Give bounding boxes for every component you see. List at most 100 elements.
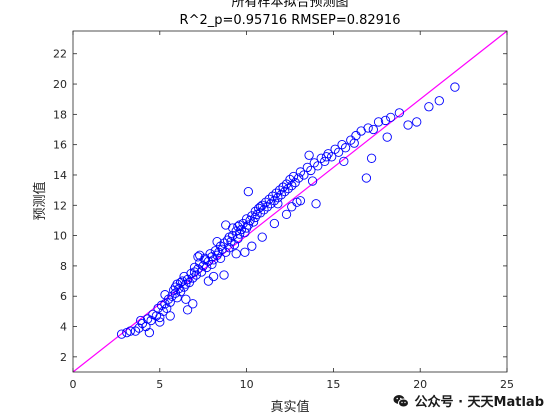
- ticks-layer: 0 5 10 15 20 25 2 4 6 8 10 12 14 16 18 20 22: [53, 31, 514, 391]
- data-point: [292, 197, 302, 207]
- data-point: [307, 176, 318, 186]
- y-tick-label: 14: [53, 169, 67, 182]
- data-point: [351, 130, 361, 141]
- data-point: [250, 206, 260, 217]
- y-tick-label: 8: [60, 260, 67, 273]
- data-point: [193, 252, 203, 262]
- x-tick-label: 15: [326, 378, 340, 391]
- data-point: [254, 203, 264, 213]
- data-point: [323, 149, 333, 159]
- data-point: [137, 318, 148, 329]
- data-point: [403, 120, 413, 130]
- data-point: [269, 196, 280, 206]
- data-point: [264, 194, 274, 204]
- data-point: [361, 173, 372, 183]
- data-point: [228, 223, 238, 233]
- data-point: [193, 264, 203, 274]
- data-point: [255, 208, 266, 218]
- data-point: [203, 276, 214, 286]
- data-point: [295, 167, 306, 177]
- data-point: [125, 326, 135, 336]
- y-tick-label: 12: [53, 199, 67, 212]
- data-point: [155, 317, 165, 327]
- x-tick-label: 0: [70, 378, 77, 391]
- data-point: [247, 241, 257, 251]
- data-point: [299, 170, 309, 180]
- y-tick-label: 16: [53, 139, 67, 152]
- y-tick-label: 10: [53, 230, 67, 243]
- data-point: [302, 162, 313, 173]
- data-point: [274, 185, 285, 195]
- data-point: [261, 197, 271, 207]
- data-point: [330, 144, 340, 154]
- data-point: [311, 199, 321, 209]
- data-point: [394, 108, 405, 118]
- data-point: [195, 250, 205, 260]
- y-tick-label: 18: [53, 108, 67, 121]
- watermark-text: 公众号 · 天天Matlab: [414, 395, 544, 410]
- y-tick-label: 22: [53, 48, 67, 61]
- chart-subtitle: R^2_p=0.95716 RMSEP=0.82916: [180, 13, 401, 28]
- data-point: [182, 305, 193, 315]
- data-point: [259, 205, 269, 215]
- data-point: [215, 253, 226, 263]
- data-point: [285, 174, 295, 185]
- data-point: [368, 124, 378, 135]
- data-point: [287, 202, 297, 212]
- data-point: [181, 294, 191, 304]
- data-point: [283, 183, 293, 194]
- x-axis-label: 真实值: [270, 399, 309, 415]
- points-layer: [116, 82, 460, 339]
- data-point: [340, 143, 351, 153]
- data-point: [327, 152, 337, 162]
- data-point: [363, 123, 373, 133]
- data-point: [382, 132, 392, 142]
- data-point: [219, 270, 229, 280]
- y-tick-label: 2: [60, 351, 67, 364]
- data-point: [333, 147, 344, 157]
- data-point: [231, 249, 241, 259]
- data-point: [304, 150, 314, 160]
- data-point: [255, 202, 266, 212]
- data-point: [349, 138, 359, 148]
- data-point: [373, 117, 384, 127]
- data-point: [267, 191, 278, 201]
- data-point: [219, 238, 229, 248]
- data-point: [236, 224, 247, 235]
- data-point: [165, 297, 175, 307]
- data-point: [424, 102, 434, 112]
- x-tick-label: 10: [240, 378, 254, 391]
- data-point: [278, 182, 288, 192]
- data-point: [214, 247, 224, 257]
- data-point: [248, 217, 259, 227]
- data-point: [339, 156, 349, 166]
- data-point: [276, 190, 286, 200]
- data-point: [273, 193, 283, 203]
- data-point: [170, 282, 181, 292]
- data-point: [116, 329, 127, 339]
- data-point: [306, 165, 316, 176]
- data-point: [136, 315, 146, 326]
- data-point: [320, 156, 330, 166]
- data-point: [188, 273, 198, 283]
- data-point: [177, 276, 188, 286]
- data-point: [175, 277, 186, 288]
- data-point: [240, 247, 250, 257]
- plot-frame: [72, 30, 508, 373]
- data-point: [235, 229, 245, 239]
- data-point: [386, 112, 396, 123]
- data-point: [195, 258, 205, 268]
- data-point: [346, 135, 356, 145]
- data-point: [146, 315, 156, 326]
- data-point: [269, 218, 280, 229]
- x-tick-label: 25: [500, 378, 514, 391]
- data-point: [280, 186, 290, 197]
- data-point: [224, 243, 234, 253]
- data-point: [202, 262, 212, 273]
- data-point: [196, 267, 207, 277]
- data-point: [163, 294, 174, 304]
- y-tick-label: 6: [60, 290, 67, 303]
- data-point: [450, 82, 460, 92]
- data-point: [250, 212, 260, 223]
